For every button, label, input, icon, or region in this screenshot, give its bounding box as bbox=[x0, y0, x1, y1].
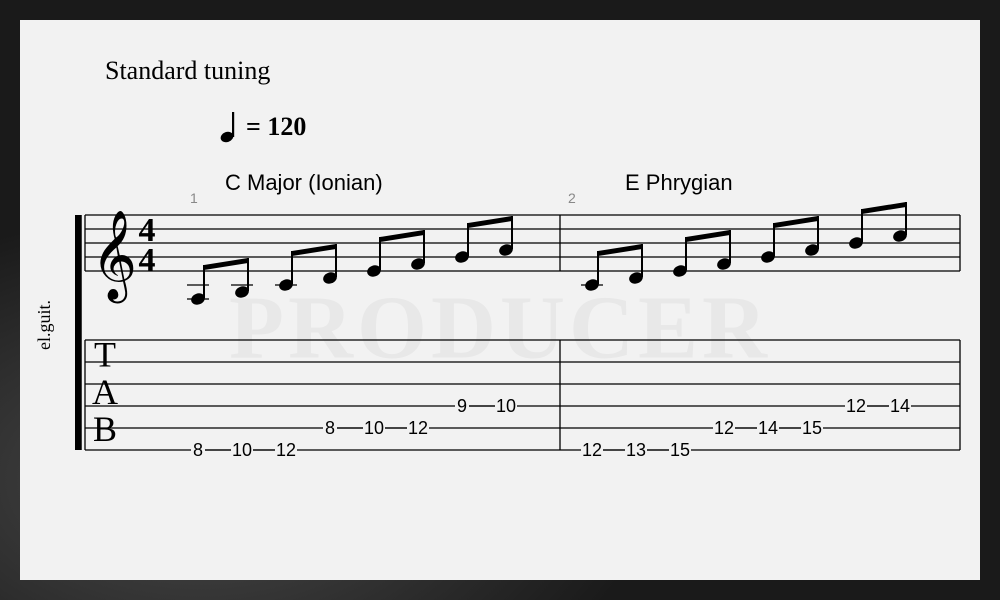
svg-text:B: B bbox=[93, 409, 117, 449]
svg-text:12: 12 bbox=[276, 440, 296, 460]
svg-text:15: 15 bbox=[802, 418, 822, 438]
svg-text:𝄞: 𝄞 bbox=[91, 211, 137, 304]
svg-text:10: 10 bbox=[364, 418, 384, 438]
svg-text:13: 13 bbox=[626, 440, 646, 460]
svg-text:12: 12 bbox=[582, 440, 602, 460]
svg-text:4: 4 bbox=[139, 242, 156, 279]
svg-text:10: 10 bbox=[496, 396, 516, 416]
svg-text:14: 14 bbox=[890, 396, 910, 416]
sheet-music-panel: PRODUCER Standard tuning = 120 C Major (… bbox=[20, 20, 980, 580]
outer-frame: PRODUCER Standard tuning = 120 C Major (… bbox=[0, 0, 1000, 600]
svg-text:T: T bbox=[94, 334, 116, 374]
svg-text:10: 10 bbox=[232, 440, 252, 460]
svg-text:12: 12 bbox=[714, 418, 734, 438]
svg-text:9: 9 bbox=[457, 396, 467, 416]
svg-text:12: 12 bbox=[846, 396, 866, 416]
svg-text:A: A bbox=[92, 372, 118, 412]
svg-text:12: 12 bbox=[408, 418, 428, 438]
score-svg: 𝄞44TAB81012810129101213151214151214 bbox=[20, 20, 980, 580]
svg-text:8: 8 bbox=[193, 440, 203, 460]
svg-text:8: 8 bbox=[325, 418, 335, 438]
svg-text:14: 14 bbox=[758, 418, 778, 438]
svg-text:15: 15 bbox=[670, 440, 690, 460]
